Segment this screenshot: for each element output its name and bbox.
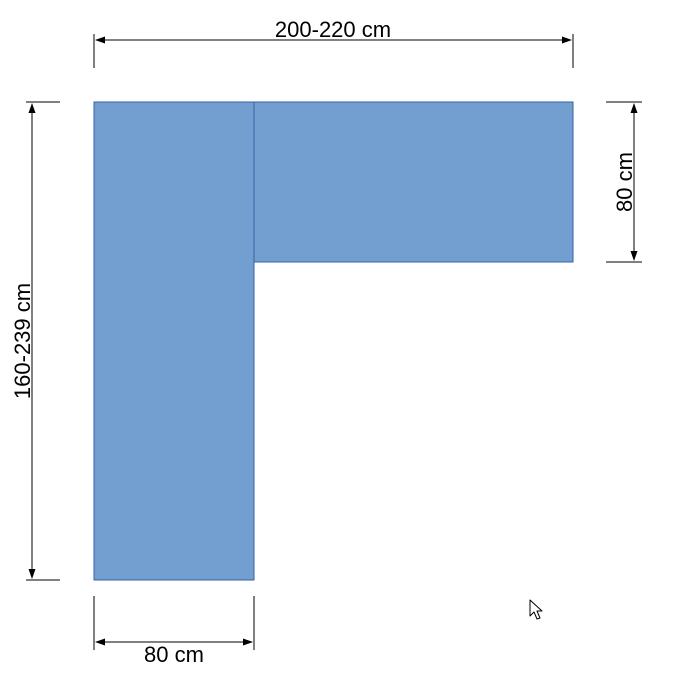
dimension-left-height: 160-239 cm xyxy=(10,101,60,581)
mouse-pointer-icon xyxy=(529,599,543,620)
dimension-bottom-depth: 80 cm xyxy=(93,596,255,667)
dimension-bottom-depth-label: 80 cm xyxy=(144,642,204,667)
dimension-right-depth-label: 80 cm xyxy=(612,152,637,212)
desk-top-segment xyxy=(253,101,574,263)
dimension-right-depth: 80 cm xyxy=(606,101,642,263)
dimension-top-width-label: 200-220 cm xyxy=(275,17,391,42)
dimension-top-width: 200-220 cm xyxy=(93,17,574,68)
desk-left-segment xyxy=(93,101,255,581)
dimension-left-height-label: 160-239 cm xyxy=(10,283,35,399)
